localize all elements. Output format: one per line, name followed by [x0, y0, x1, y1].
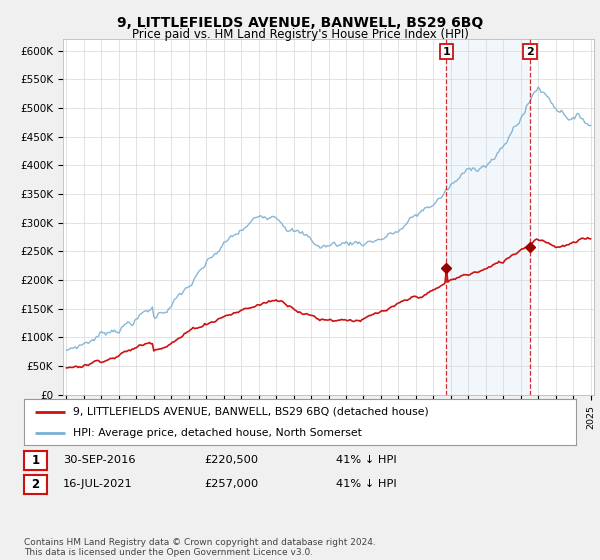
Text: Price paid vs. HM Land Registry's House Price Index (HPI): Price paid vs. HM Land Registry's House …	[131, 28, 469, 41]
Text: £257,000: £257,000	[204, 479, 258, 489]
Text: Contains HM Land Registry data © Crown copyright and database right 2024.
This d: Contains HM Land Registry data © Crown c…	[24, 538, 376, 557]
Text: 1: 1	[31, 454, 40, 468]
Text: 9, LITTLEFIELDS AVENUE, BANWELL, BS29 6BQ: 9, LITTLEFIELDS AVENUE, BANWELL, BS29 6B…	[117, 16, 483, 30]
Text: 9, LITTLEFIELDS AVENUE, BANWELL, BS29 6BQ (detached house): 9, LITTLEFIELDS AVENUE, BANWELL, BS29 6B…	[73, 407, 428, 417]
Text: 1: 1	[443, 46, 450, 57]
Text: 16-JUL-2021: 16-JUL-2021	[63, 479, 133, 489]
Text: £220,500: £220,500	[204, 455, 258, 465]
Text: 41% ↓ HPI: 41% ↓ HPI	[336, 455, 397, 465]
Text: 2: 2	[31, 478, 40, 492]
Text: 30-SEP-2016: 30-SEP-2016	[63, 455, 136, 465]
Bar	[446, 39, 530, 395]
Text: 41% ↓ HPI: 41% ↓ HPI	[336, 479, 397, 489]
Text: HPI: Average price, detached house, North Somerset: HPI: Average price, detached house, Nort…	[73, 428, 361, 438]
Text: 2: 2	[526, 46, 534, 57]
